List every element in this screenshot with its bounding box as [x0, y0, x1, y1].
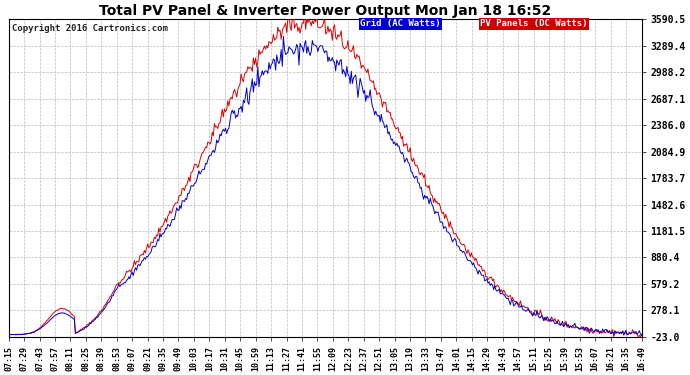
Text: PV Panels (DC Watts): PV Panels (DC Watts): [480, 20, 588, 28]
Text: Copyright 2016 Cartronics.com: Copyright 2016 Cartronics.com: [12, 24, 168, 33]
Text: Grid (AC Watts): Grid (AC Watts): [360, 20, 440, 28]
Title: Total PV Panel & Inverter Power Output Mon Jan 18 16:52: Total PV Panel & Inverter Power Output M…: [99, 4, 551, 18]
